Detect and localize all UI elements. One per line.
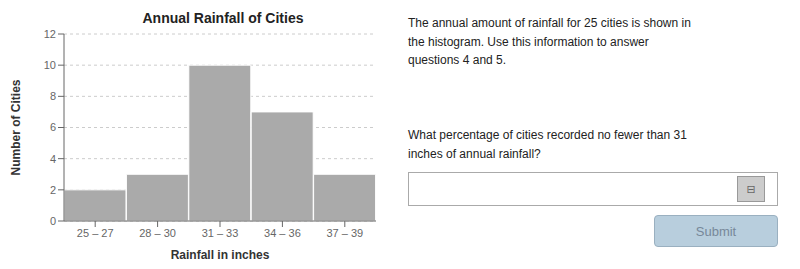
html-text:The annual amount of rainfall: The annual amount of rainfall for 25 cit… bbox=[408, 16, 691, 68]
svg-text:28 – 30: 28 – 30 bbox=[139, 227, 176, 239]
svg-text:Rainfall in inches: Rainfall in inches bbox=[171, 248, 270, 261]
svg-text:34 – 36: 34 – 36 bbox=[264, 227, 301, 239]
svg-text:0: 0 bbox=[50, 215, 56, 227]
svg-text:37 – 39: 37 – 39 bbox=[326, 227, 363, 239]
svg-text:Number of Cities: Number of Cities bbox=[9, 79, 23, 175]
svg-text:4: 4 bbox=[50, 153, 56, 165]
html-text:What percentage of cities reco: What percentage of cities recorded no fe… bbox=[408, 128, 687, 161]
html-text:Submit: Submit bbox=[695, 223, 737, 239]
svg-text:6: 6 bbox=[50, 121, 56, 133]
svg-text:12: 12 bbox=[44, 28, 56, 40]
svg-text:31 – 33: 31 – 33 bbox=[202, 227, 239, 239]
svg-text:2: 2 bbox=[50, 184, 56, 196]
svg-text:10: 10 bbox=[44, 59, 56, 71]
html-text:Annual Rainfall of Cities: Annual Rainfall of Cities bbox=[142, 10, 304, 26]
svg-text:8: 8 bbox=[50, 90, 56, 102]
svg-text:25 – 27: 25 – 27 bbox=[77, 227, 114, 239]
